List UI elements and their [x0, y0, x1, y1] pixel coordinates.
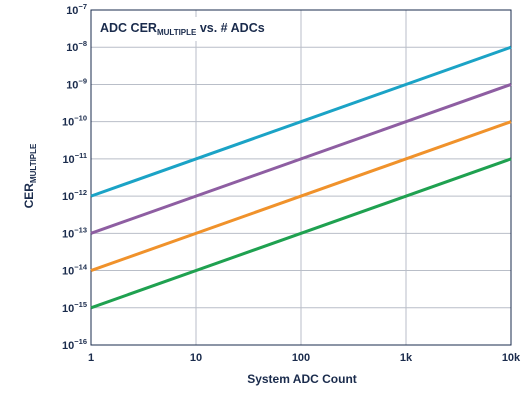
- y-axis-title-subscript: MULTIPLE: [29, 143, 38, 183]
- x-tick-label: 10k: [502, 352, 521, 364]
- series-line-3: [90, 120, 512, 272]
- y-axis-title: CERMULTIPLE: [22, 143, 38, 208]
- y-tick-label: 10−15: [62, 300, 87, 315]
- chart-title-suffix: vs. # ADCs: [196, 21, 264, 35]
- y-tick-label: 10−10: [62, 114, 87, 129]
- series-line-2: [90, 83, 512, 235]
- y-tick-labels: 10−7 10−8 10−9 10−10 10−11 10−12 10−13 10−14 10−…: [62, 2, 88, 352]
- x-tick-label: 1: [88, 352, 94, 364]
- x-tick-labels: 1 10 100 1k 10k: [88, 352, 521, 364]
- x-tick-label: 10: [190, 352, 202, 364]
- series-line-4: [90, 157, 512, 310]
- x-tick-label: 100: [292, 352, 310, 364]
- chart-title-main: ADC CER: [100, 21, 157, 35]
- y-tick-label: 10−12: [62, 188, 87, 203]
- chart-title-subscript: MULTIPLE: [157, 28, 197, 37]
- y-axis-title-main: CER: [22, 183, 36, 209]
- y-tick-label: 10−16: [62, 337, 87, 352]
- y-tick-label: 10−8: [66, 39, 87, 54]
- y-tick-label: 10−13: [62, 225, 87, 240]
- chart-title: ADC CERMULTIPLE vs. # ADCs: [100, 21, 265, 37]
- y-tick-label: 10−9: [66, 76, 87, 91]
- series-layer: [90, 45, 512, 310]
- x-tick-label: 1k: [400, 352, 413, 364]
- y-tick-label: 10−14: [62, 263, 88, 278]
- y-tick-label: 10−7: [66, 2, 87, 17]
- grid: [90, 9, 512, 346]
- series-line-1: [90, 45, 512, 198]
- y-tick-label: 10−11: [62, 151, 87, 166]
- plot-frame: [90, 9, 512, 346]
- chart-title-background: [94, 17, 271, 41]
- x-axis-title: System ADC Count: [247, 372, 357, 386]
